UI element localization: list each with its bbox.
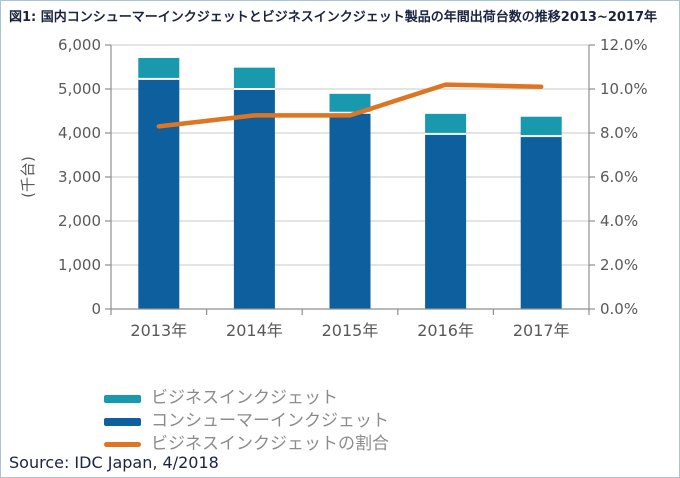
left-axis-tick-label: 0 <box>91 300 101 318</box>
bar-segment-business <box>329 93 371 113</box>
right-axis-tick-label: 8.0% <box>600 124 638 142</box>
x-axis-category-label: 2014年 <box>226 321 283 340</box>
x-axis-category-label: 2017年 <box>513 321 570 340</box>
bar-segment-business <box>425 113 467 134</box>
bar-segment-business <box>233 67 275 89</box>
bar-segment-business <box>138 57 180 79</box>
left-axis-title: (千台) <box>19 156 37 198</box>
figure-title: 図1: 国内コンシューマーインクジェットとビジネスインクジェット製品の年間出荷台… <box>9 10 658 25</box>
legend-label: ビジネスインクジェットの割合 <box>151 434 389 454</box>
left-axis-tick-label: 4,000 <box>58 124 101 142</box>
bar-segment-separator <box>329 111 371 114</box>
bar-segment-consumer <box>138 78 180 309</box>
bar-segment-business <box>520 116 562 137</box>
ratio-line <box>156 82 544 129</box>
left-axis-tick-label: 5,000 <box>58 80 101 98</box>
bar-segment-consumer <box>425 133 467 309</box>
bar-segment-separator <box>520 135 562 138</box>
x-axis-category-label: 2015年 <box>322 321 379 340</box>
bar-segment-consumer <box>329 112 371 309</box>
bar-segment-separator <box>425 132 467 135</box>
legend-swatch-consumer <box>104 417 141 426</box>
left-axis-tick-label: 1,000 <box>58 256 101 274</box>
combo-chart: 0 1,000 2,000 3,000 4,000 5,000 6,000 0.0% 2.0% 4… <box>19 36 648 340</box>
right-axis-tick-label: 10.0% <box>600 80 648 98</box>
legend-swatch-ratio_line <box>104 442 141 447</box>
right-axis-tick-label: 12.0% <box>600 36 648 54</box>
bar-segment-separator <box>233 88 275 90</box>
source-note: Source: IDC Japan, 4/2018 <box>9 453 219 472</box>
chart-legend: ビジネスインクジェットコンシューマーインクジェット ビジネスインクジェットの割合 <box>104 387 389 456</box>
right-axis-tick-label: 2.0% <box>600 256 638 274</box>
right-axis-tick-label: 6.0% <box>600 168 638 186</box>
bar-segment-separator <box>138 77 180 80</box>
legend-item: ビジネスインクジェットの割合 <box>104 433 389 456</box>
legend-swatch-business <box>104 394 141 403</box>
right-axis-tick-label: 0.0% <box>600 300 638 318</box>
x-axis-category-label: 2016年 <box>417 321 474 340</box>
right-axis-tick-label: 4.0% <box>600 212 638 230</box>
legend-label: ビジネスインクジェット <box>151 388 338 408</box>
x-axis-category-label: 2013年 <box>130 321 187 340</box>
bar-segment-consumer <box>233 89 275 309</box>
left-axis-tick-label: 2,000 <box>58 212 101 230</box>
legend-label: コンシューマーインクジェット <box>151 411 389 431</box>
legend-item: ビジネスインクジェット <box>104 387 389 410</box>
bar-segment-consumer <box>520 136 562 309</box>
left-axis-tick-label: 6,000 <box>58 36 101 54</box>
left-axis-tick-label: 3,000 <box>58 168 101 186</box>
legend-item: コンシューマーインクジェット <box>104 410 389 433</box>
